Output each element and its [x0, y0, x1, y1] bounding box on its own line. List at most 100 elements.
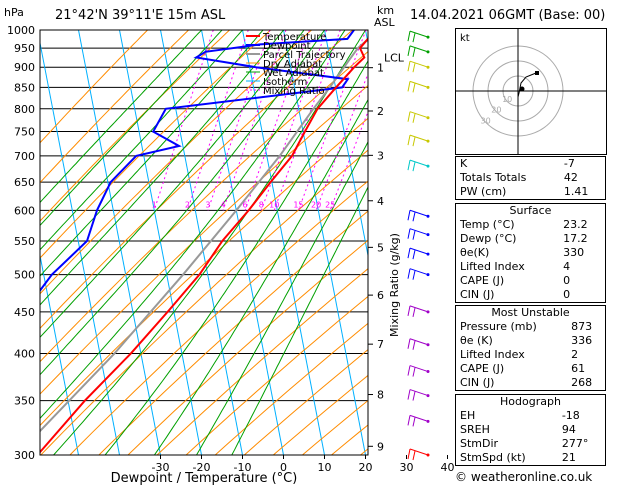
wind-barb-staff: [409, 80, 429, 88]
isotherm-line: [160, 30, 243, 455]
mu-pres-label: Pressure (mb): [460, 320, 537, 333]
dry-adiabat-line: [40, 30, 230, 222]
skewt-axes: 1 2 3 4 6 8 10 15 20 2530035040045050055060065070…: [7, 24, 455, 474]
parcel-trajectory-line: [40, 37, 368, 433]
wind-barb-feather: [412, 250, 416, 260]
tt-label: Totals Totals: [460, 171, 527, 184]
x-tick-label: 0: [280, 461, 287, 474]
mu-pres: 873: [571, 320, 593, 333]
wet-adiabat-line: [153, 98, 368, 455]
mixing-ratio-label: 20: [311, 200, 321, 209]
mixing-ratio-label: 3: [205, 200, 210, 209]
hodograph-table: Hodograph EH -18 SREH 94 StmDir 277° StmSpd…: [455, 394, 606, 466]
x-axis-label: Dewpoint / Temperature (°C): [111, 471, 298, 486]
stmspd-value: 21: [561, 451, 576, 464]
wind-barb-dot: [426, 453, 430, 457]
x-tick-label: 10: [318, 461, 332, 474]
eh-value: -18: [561, 409, 580, 422]
hodograph-point: [535, 71, 539, 75]
wind-barb-dot: [426, 252, 430, 256]
sreh-label: SREH: [460, 423, 490, 436]
legend-entry: Temperature: [262, 32, 326, 43]
wind-barb: [407, 209, 430, 222]
surface-temp: 23.2: [563, 218, 588, 231]
wind-barb-staff: [409, 448, 429, 456]
mu-li: 2: [571, 348, 579, 361]
mixing-ratio-label: 8: [259, 200, 264, 209]
mu-li-label: Lifted Index: [460, 348, 525, 361]
dry-adiabat-line: [156, 268, 368, 455]
wind-barb-feather: [407, 268, 411, 279]
wind-barb: [407, 247, 430, 260]
wind-barb: [407, 80, 430, 93]
dry-adiabat-line: [40, 50, 368, 363]
wind-barb-dot: [426, 139, 430, 143]
mixing-ratio-line: [222, 30, 287, 211]
x-tick-label: -30: [152, 461, 170, 474]
pressure-tick-label: 450: [14, 306, 35, 319]
surface-theta: 330: [563, 246, 585, 259]
skewt-diagram: 1 2 3 4 6 8 10 15 20 2530035040045050055060065070…: [7, 24, 455, 486]
wet-adiabat-line: [40, 30, 264, 277]
wet-adiabat-line: [40, 30, 284, 306]
skewt-grid: [40, 30, 455, 455]
wind-barb-staff: [409, 365, 429, 373]
stmdir-label: StmDir: [460, 437, 499, 450]
surface-cin-label: CIN (J): [460, 288, 495, 301]
dry-adiabat-line: [185, 295, 368, 455]
hpa-label: hPa: [4, 6, 24, 19]
wind-barb-staff: [409, 228, 429, 236]
wind-barb: [407, 448, 430, 461]
hodograph-ring-label: 30: [481, 116, 491, 125]
wind-barb: [407, 268, 430, 280]
dry-adiabat-line: [419, 30, 455, 455]
x-tick-label: 30: [400, 461, 414, 474]
wind-barb-feather: [407, 248, 411, 259]
wind-barb-staff: [409, 338, 429, 346]
wind-barb-feather: [407, 160, 411, 171]
wind-barb: [407, 111, 430, 123]
most-unstable-table: Most Unstable Pressure (mb) 873 θe (K) 336…: [455, 305, 606, 391]
legend-entry: Dewpoint: [263, 41, 311, 52]
k-value: -7: [563, 157, 575, 170]
isotherm-line: [40, 40, 120, 455]
plot-frame: [39, 29, 369, 456]
wind-barb-dot: [426, 164, 430, 168]
wind-barb-feather: [412, 307, 416, 317]
wind-barb-feather: [412, 136, 416, 147]
wind-barb-feather: [412, 340, 416, 350]
pressure-tick-label: 400: [14, 347, 35, 360]
wind-barb-feather: [407, 61, 411, 72]
wind-barb-feather: [412, 270, 416, 280]
wind-barb-feather: [412, 450, 416, 461]
wind-barb-feather: [407, 134, 411, 146]
hodograph-unit: kt: [460, 33, 470, 44]
km-tick-label: 5: [377, 241, 384, 254]
mu-theta: 336: [571, 334, 593, 347]
wind-barb: [407, 228, 430, 240]
wind-barb-staff: [409, 111, 429, 119]
wind-barb: [407, 159, 430, 172]
legend-entry: Parcel Trajectory: [263, 50, 346, 61]
indices-table: K -7 Totals Totals 42 PW (cm) 1.41: [455, 156, 606, 200]
wind-barb-feather: [412, 33, 416, 43]
wind-barb-feather: [407, 45, 411, 56]
dry-adiabat-line: [40, 117, 368, 427]
wet-adiabat-line: [231, 186, 368, 455]
pressure-tick-label: 300: [14, 449, 35, 462]
wind-barb-feather: [407, 338, 411, 349]
mixing-ratio-line: [260, 30, 328, 211]
legend-entry: Dry Adiabat: [263, 59, 322, 70]
wind-barb-staff: [409, 389, 429, 397]
surface-li: 4: [563, 260, 571, 273]
legend-entry: Wet Adiabat: [263, 68, 324, 79]
wind-barb-staff: [409, 414, 429, 422]
km-tick-label: 9: [377, 440, 384, 453]
km-tick-label: 2: [377, 105, 384, 118]
wind-barb: [407, 414, 430, 427]
wind-barb-dot: [426, 273, 430, 277]
hodo-table-title: Hodograph: [500, 395, 561, 408]
wind-barb-feather: [412, 212, 416, 222]
skewt-profiles: [40, 30, 368, 454]
location-title: 21°42'N 39°11'E 15m ASL: [55, 8, 226, 23]
